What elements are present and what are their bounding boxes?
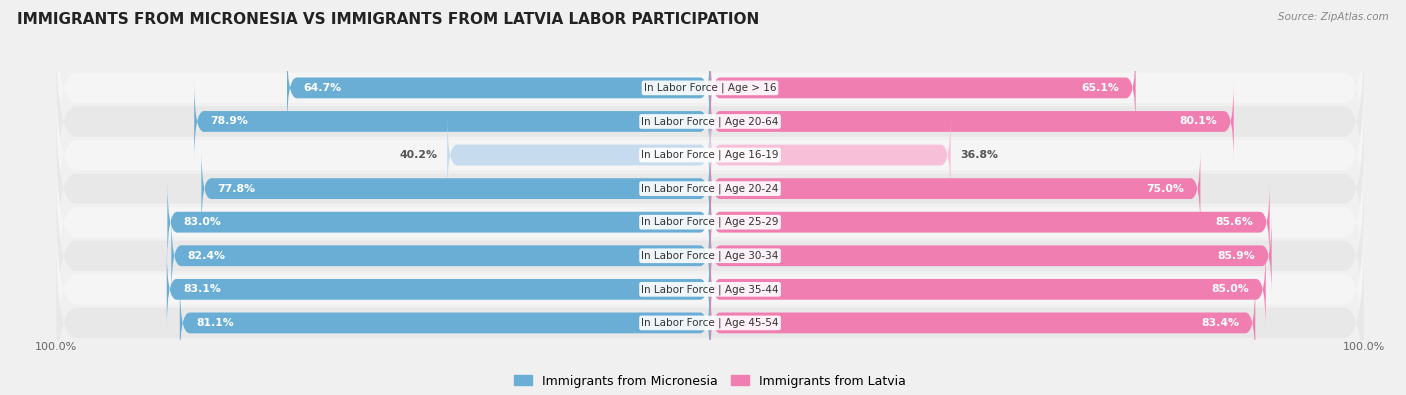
Text: 83.1%: 83.1% — [183, 284, 221, 294]
FancyBboxPatch shape — [56, 204, 1364, 375]
Text: In Labor Force | Age 30-34: In Labor Force | Age 30-34 — [641, 250, 779, 261]
FancyBboxPatch shape — [710, 283, 1256, 363]
Text: In Labor Force | Age 20-64: In Labor Force | Age 20-64 — [641, 116, 779, 127]
FancyBboxPatch shape — [56, 70, 1364, 241]
Text: 83.0%: 83.0% — [184, 217, 222, 227]
FancyBboxPatch shape — [710, 182, 1270, 262]
FancyBboxPatch shape — [194, 81, 710, 162]
Text: 40.2%: 40.2% — [399, 150, 437, 160]
Text: 81.1%: 81.1% — [197, 318, 233, 328]
Text: Source: ZipAtlas.com: Source: ZipAtlas.com — [1278, 12, 1389, 22]
Text: 64.7%: 64.7% — [304, 83, 342, 93]
Text: In Labor Force | Age 35-44: In Labor Force | Age 35-44 — [641, 284, 779, 295]
FancyBboxPatch shape — [710, 249, 1265, 329]
FancyBboxPatch shape — [710, 48, 1136, 128]
Text: In Labor Force | Age > 16: In Labor Force | Age > 16 — [644, 83, 776, 93]
Text: 85.6%: 85.6% — [1215, 217, 1253, 227]
Text: 36.8%: 36.8% — [960, 150, 998, 160]
FancyBboxPatch shape — [167, 249, 710, 329]
FancyBboxPatch shape — [56, 237, 1364, 395]
FancyBboxPatch shape — [56, 137, 1364, 308]
Legend: Immigrants from Micronesia, Immigrants from Latvia: Immigrants from Micronesia, Immigrants f… — [509, 370, 911, 393]
FancyBboxPatch shape — [172, 216, 710, 296]
Text: 78.9%: 78.9% — [211, 117, 249, 126]
Text: In Labor Force | Age 45-54: In Labor Force | Age 45-54 — [641, 318, 779, 328]
Text: 83.4%: 83.4% — [1201, 318, 1239, 328]
Text: 77.8%: 77.8% — [218, 184, 256, 194]
FancyBboxPatch shape — [56, 170, 1364, 341]
FancyBboxPatch shape — [56, 103, 1364, 274]
FancyBboxPatch shape — [710, 115, 950, 195]
FancyBboxPatch shape — [201, 149, 710, 229]
Text: In Labor Force | Age 25-29: In Labor Force | Age 25-29 — [641, 217, 779, 228]
Text: 85.0%: 85.0% — [1212, 284, 1250, 294]
FancyBboxPatch shape — [167, 182, 710, 262]
Text: 85.9%: 85.9% — [1218, 251, 1256, 261]
FancyBboxPatch shape — [710, 149, 1201, 229]
FancyBboxPatch shape — [447, 115, 710, 195]
Text: 82.4%: 82.4% — [187, 251, 225, 261]
Text: 65.1%: 65.1% — [1081, 83, 1119, 93]
FancyBboxPatch shape — [710, 81, 1233, 162]
FancyBboxPatch shape — [56, 2, 1364, 173]
Text: In Labor Force | Age 20-24: In Labor Force | Age 20-24 — [641, 183, 779, 194]
Text: IMMIGRANTS FROM MICRONESIA VS IMMIGRANTS FROM LATVIA LABOR PARTICIPATION: IMMIGRANTS FROM MICRONESIA VS IMMIGRANTS… — [17, 12, 759, 27]
FancyBboxPatch shape — [56, 36, 1364, 207]
Text: 75.0%: 75.0% — [1146, 184, 1184, 194]
Text: 80.1%: 80.1% — [1180, 117, 1218, 126]
FancyBboxPatch shape — [180, 283, 710, 363]
FancyBboxPatch shape — [710, 216, 1271, 296]
FancyBboxPatch shape — [287, 48, 710, 128]
Text: In Labor Force | Age 16-19: In Labor Force | Age 16-19 — [641, 150, 779, 160]
